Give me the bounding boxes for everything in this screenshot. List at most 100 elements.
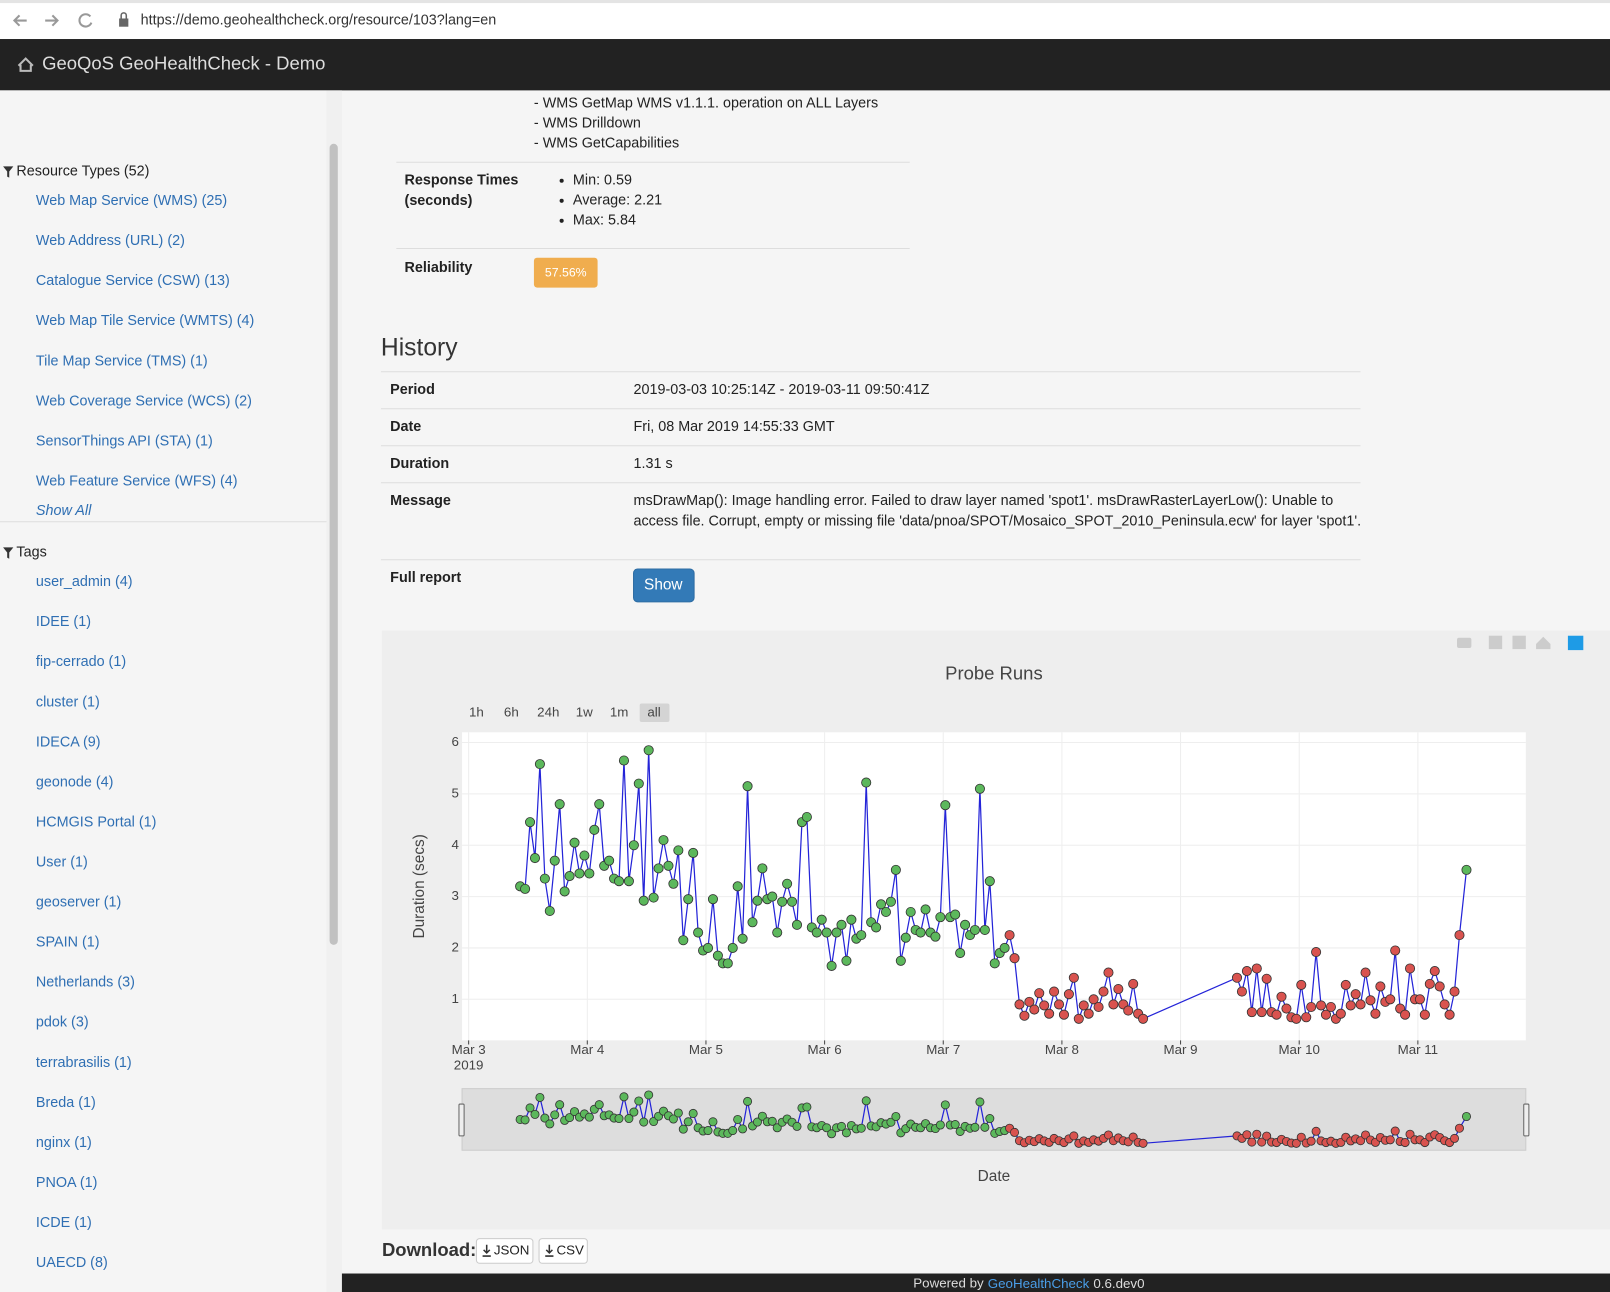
- point: [896, 956, 905, 965]
- point: [980, 925, 989, 934]
- point: [743, 782, 752, 791]
- range-button[interactable]: 1m: [610, 704, 629, 719]
- point: [708, 895, 717, 904]
- point: [1109, 1000, 1118, 1009]
- tag-link[interactable]: geoserver (1): [36, 895, 121, 911]
- range-button[interactable]: 6h: [504, 704, 519, 719]
- navbar-title[interactable]: GeoQoS GeoHealthCheck - Demo: [42, 53, 325, 74]
- tag-link[interactable]: Netherlands (3): [36, 975, 135, 991]
- row-label: Duration: [390, 456, 449, 472]
- point: [634, 779, 643, 788]
- resource-type-link[interactable]: Web Map Service (WMS) (25): [36, 193, 227, 209]
- point: [1069, 973, 1078, 982]
- footer-prefix: Powered by: [913, 1275, 984, 1290]
- tag-link[interactable]: SPAIN (1): [36, 935, 100, 951]
- point-rangeslider: [546, 1120, 554, 1128]
- show-all-link[interactable]: Show All: [36, 503, 92, 519]
- point: [1114, 984, 1123, 993]
- point: [975, 784, 984, 793]
- x-tick-label: Mar 7: [926, 1042, 960, 1057]
- point: [812, 928, 821, 937]
- point: [1462, 865, 1471, 874]
- range-button[interactable]: 1h: [469, 704, 484, 719]
- tag-link[interactable]: ICDE (1): [36, 1215, 92, 1231]
- download-button-label[interactable]: CSV: [557, 1242, 585, 1257]
- response-time: Min: 0.59: [573, 173, 632, 189]
- range-handle[interactable]: [459, 1104, 464, 1136]
- reliability-value: 57.56%: [545, 265, 587, 279]
- bullet: [560, 219, 564, 223]
- point: [684, 895, 693, 904]
- row-label: Period: [390, 382, 435, 398]
- modebar-plotly[interactable]: [1568, 636, 1583, 650]
- resource-type-link[interactable]: Web Address (URL) (2): [36, 233, 185, 249]
- resource-type-link[interactable]: SensorThings API (STA) (1): [36, 433, 213, 449]
- point-rangeslider: [971, 1123, 979, 1131]
- resource-type-link[interactable]: Web Map Tile Service (WMTS) (4): [36, 313, 254, 329]
- point: [560, 887, 569, 896]
- point-rangeslider: [709, 1118, 717, 1126]
- tag-link[interactable]: terrabrasilis (1): [36, 1055, 132, 1071]
- tag-link[interactable]: UAECD (8): [36, 1255, 108, 1271]
- range-button[interactable]: 1w: [576, 704, 593, 719]
- point: [1045, 1009, 1054, 1018]
- resource-type-link[interactable]: Tile Map Service (TMS) (1): [36, 353, 208, 369]
- modebar-zoom-in[interactable]: [1489, 636, 1502, 649]
- tag-link[interactable]: geonode (4): [36, 774, 113, 790]
- point: [540, 874, 549, 883]
- modebar-camera[interactable]: [1457, 638, 1471, 648]
- x-tick-label: Mar 5: [689, 1042, 723, 1057]
- tag-link[interactable]: nginx (1): [36, 1135, 92, 1151]
- tag-link[interactable]: User (1): [36, 854, 88, 870]
- resource-type-link[interactable]: Web Feature Service (WFS) (4): [36, 473, 238, 489]
- point: [728, 943, 737, 952]
- point-rangeslider: [635, 1097, 643, 1105]
- footer-text: GeoHealthCheck0.6.dev0: [988, 1275, 1145, 1290]
- footer-link[interactable]: GeoHealthCheck: [988, 1275, 1090, 1290]
- point-rangeslider: [679, 1125, 687, 1133]
- tag-link[interactable]: cluster (1): [36, 694, 100, 710]
- tag-link[interactable]: IDEE (1): [36, 614, 91, 630]
- point: [857, 930, 866, 939]
- point-rangeslider: [1450, 1134, 1458, 1142]
- download-button-label[interactable]: JSON: [494, 1242, 530, 1257]
- point: [792, 920, 801, 929]
- tag-link[interactable]: IDECA (9): [36, 734, 101, 750]
- point: [1341, 980, 1350, 989]
- point: [931, 932, 940, 941]
- point: [1232, 973, 1241, 982]
- scrollbar-thumb[interactable]: [330, 144, 338, 945]
- tag-link[interactable]: HCMGIS Portal (1): [36, 814, 156, 830]
- range-handle[interactable]: [1524, 1104, 1529, 1136]
- tag-link[interactable]: user_admin (4): [36, 574, 133, 590]
- resource-type-link[interactable]: Catalogue Service (CSW) (13): [36, 273, 230, 289]
- row-label: Response Times: [405, 173, 519, 189]
- point: [679, 936, 688, 945]
- point: [1049, 987, 1058, 996]
- tag-link[interactable]: fip-cerrado (1): [36, 654, 126, 670]
- point: [817, 915, 826, 924]
- y-tick-label: 3: [452, 888, 459, 903]
- modebar-zoom-out[interactable]: [1512, 636, 1525, 649]
- browser-top-border: [0, 0, 1610, 3]
- tag-link[interactable]: pdok (3): [36, 1015, 89, 1031]
- tag-link[interactable]: Breda (1): [36, 1095, 96, 1111]
- show-button-label[interactable]: Show: [644, 576, 683, 593]
- point-rangeslider: [892, 1112, 900, 1120]
- point: [1252, 964, 1261, 973]
- range-button[interactable]: 24h: [537, 704, 559, 719]
- x-tick-label: Mar 8: [1045, 1042, 1079, 1057]
- point: [1316, 1001, 1325, 1010]
- resource-type-link[interactable]: Web Coverage Service (WCS) (2): [36, 393, 252, 409]
- point: [545, 906, 554, 915]
- range-button[interactable]: all: [647, 704, 660, 719]
- url[interactable]: https://demo.geohealthcheck.org/resource…: [141, 12, 497, 28]
- point: [1104, 968, 1113, 977]
- point: [881, 907, 890, 916]
- point: [916, 928, 925, 937]
- tag-link[interactable]: PNOA (1): [36, 1175, 97, 1191]
- point-rangeslider: [936, 1121, 944, 1129]
- point: [941, 801, 950, 810]
- response-time: Max: 5.84: [573, 213, 636, 229]
- point: [535, 759, 544, 768]
